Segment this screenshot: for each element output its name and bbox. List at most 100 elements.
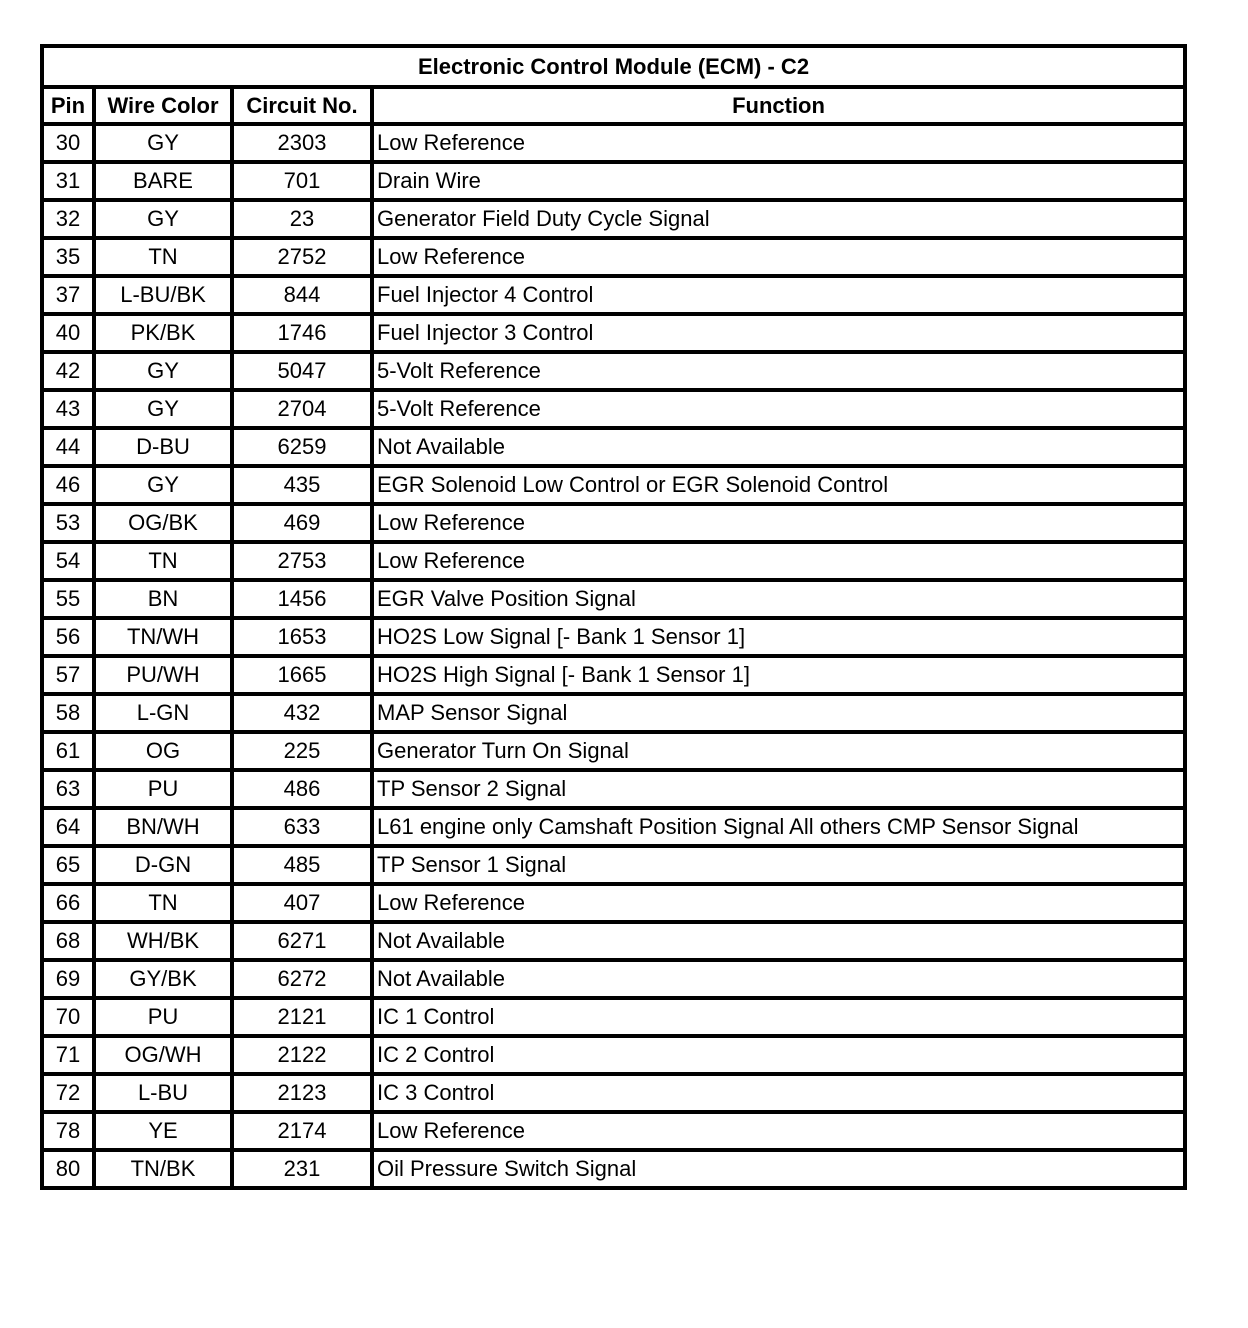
function-cell: 5-Volt Reference (370, 350, 1187, 392)
table-row: 78 YE 2174 Low Reference (40, 1110, 1187, 1152)
table-row: 31 BARE 701 Drain Wire (40, 160, 1187, 202)
function-cell: Fuel Injector 3 Control (370, 312, 1187, 354)
table-row: 80 TN/BK 231 Oil Pressure Switch Signal (40, 1148, 1187, 1190)
function-cell: Generator Field Duty Cycle Signal (370, 198, 1187, 240)
circuit-no-cell: 432 (230, 692, 374, 734)
function-cell: Not Available (370, 958, 1187, 1000)
pin-cell: 53 (40, 502, 96, 544)
header-pin: Pin (40, 85, 96, 126)
pin-cell: 31 (40, 160, 96, 202)
wire-color-cell: PU (92, 996, 234, 1038)
header-function: Function (370, 85, 1187, 126)
wire-color-cell: GY (92, 464, 234, 506)
function-cell: TP Sensor 1 Signal (370, 844, 1187, 886)
circuit-no-cell: 1456 (230, 578, 374, 620)
table-row: 57 PU/WH 1665 HO2S High Signal [- Bank 1 Se… (40, 654, 1187, 696)
function-cell: Oil Pressure Switch Signal (370, 1148, 1187, 1190)
function-cell: L61 engine only Camshaft Position Signal… (370, 806, 1187, 848)
wire-color-cell: YE (92, 1110, 234, 1152)
wire-color-cell: OG/BK (92, 502, 234, 544)
circuit-no-cell: 1653 (230, 616, 374, 658)
circuit-no-cell: 485 (230, 844, 374, 886)
table-row: 63 PU 486 TP Sensor 2 Signal (40, 768, 1187, 810)
function-cell: Generator Turn On Signal (370, 730, 1187, 772)
wire-color-cell: GY/BK (92, 958, 234, 1000)
function-cell: HO2S High Signal [- Bank 1 Sensor 1] (370, 654, 1187, 696)
table-row: 53 OG/BK 469 Low Reference (40, 502, 1187, 544)
wire-color-cell: TN/BK (92, 1148, 234, 1190)
wire-color-cell: GY (92, 350, 234, 392)
wire-color-cell: BN (92, 578, 234, 620)
function-cell: EGR Valve Position Signal (370, 578, 1187, 620)
function-cell: IC 2 Control (370, 1034, 1187, 1076)
circuit-no-cell: 2121 (230, 996, 374, 1038)
pin-cell: 30 (40, 122, 96, 164)
table-row: 68 WH/BK 6271 Not Available (40, 920, 1187, 962)
pin-cell: 42 (40, 350, 96, 392)
pin-cell: 71 (40, 1034, 96, 1076)
pin-cell: 80 (40, 1148, 96, 1190)
table-row: 44 D-BU 6259 Not Available (40, 426, 1187, 468)
function-cell: Low Reference (370, 236, 1187, 278)
circuit-no-cell: 231 (230, 1148, 374, 1190)
wire-color-cell: GY (92, 122, 234, 164)
circuit-no-cell: 2704 (230, 388, 374, 430)
pin-cell: 40 (40, 312, 96, 354)
circuit-no-cell: 6259 (230, 426, 374, 468)
table-row: 46 GY 435 EGR Solenoid Low Control or EGR S… (40, 464, 1187, 506)
header-circuit-no: Circuit No. (230, 85, 374, 126)
pin-cell: 55 (40, 578, 96, 620)
circuit-no-cell: 435 (230, 464, 374, 506)
circuit-no-cell: 2123 (230, 1072, 374, 1114)
circuit-no-cell: 1746 (230, 312, 374, 354)
function-cell: Low Reference (370, 122, 1187, 164)
wire-color-cell: TN (92, 236, 234, 278)
function-cell: IC 3 Control (370, 1072, 1187, 1114)
function-cell: 5-Volt Reference (370, 388, 1187, 430)
table-row: 37 L-BU/BK 844 Fuel Injector 4 Control (40, 274, 1187, 316)
table-row: 65 D-GN 485 TP Sensor 1 Signal (40, 844, 1187, 886)
function-cell: MAP Sensor Signal (370, 692, 1187, 734)
wire-color-cell: GY (92, 388, 234, 430)
wire-color-cell: PU/WH (92, 654, 234, 696)
wire-color-cell: D-GN (92, 844, 234, 886)
wire-color-cell: GY (92, 198, 234, 240)
circuit-no-cell: 2174 (230, 1110, 374, 1152)
function-cell: Fuel Injector 4 Control (370, 274, 1187, 316)
table-row: 61 OG 225 Generator Turn On Signal (40, 730, 1187, 772)
pin-cell: 46 (40, 464, 96, 506)
pin-cell: 69 (40, 958, 96, 1000)
circuit-no-cell: 225 (230, 730, 374, 772)
function-cell: Not Available (370, 920, 1187, 962)
table-row: 66 TN 407 Low Reference (40, 882, 1187, 924)
circuit-no-cell: 5047 (230, 350, 374, 392)
pin-cell: 32 (40, 198, 96, 240)
wire-color-cell: L-BU (92, 1072, 234, 1114)
function-cell: TP Sensor 2 Signal (370, 768, 1187, 810)
function-cell: EGR Solenoid Low Control or EGR Solenoid… (370, 464, 1187, 506)
circuit-no-cell: 2753 (230, 540, 374, 582)
wire-color-cell: L-BU/BK (92, 274, 234, 316)
table-row: 35 TN 2752 Low Reference (40, 236, 1187, 278)
pin-cell: 54 (40, 540, 96, 582)
circuit-no-cell: 2303 (230, 122, 374, 164)
wire-color-cell: L-GN (92, 692, 234, 734)
circuit-no-cell: 6271 (230, 920, 374, 962)
function-cell: Low Reference (370, 1110, 1187, 1152)
wire-color-cell: BN/WH (92, 806, 234, 848)
circuit-no-cell: 407 (230, 882, 374, 924)
wire-color-cell: PU (92, 768, 234, 810)
pin-cell: 44 (40, 426, 96, 468)
pin-cell: 66 (40, 882, 96, 924)
table-row: 69 GY/BK 6272 Not Available (40, 958, 1187, 1000)
pin-cell: 37 (40, 274, 96, 316)
circuit-no-cell: 633 (230, 806, 374, 848)
wire-color-cell: TN (92, 882, 234, 924)
circuit-no-cell: 844 (230, 274, 374, 316)
circuit-no-cell: 2122 (230, 1034, 374, 1076)
pin-cell: 57 (40, 654, 96, 696)
pin-cell: 70 (40, 996, 96, 1038)
pin-cell: 35 (40, 236, 96, 278)
table-row: 58 L-GN 432 MAP Sensor Signal (40, 692, 1187, 734)
table-row: 64 BN/WH 633 L61 engine only Camshaft Posit… (40, 806, 1187, 848)
